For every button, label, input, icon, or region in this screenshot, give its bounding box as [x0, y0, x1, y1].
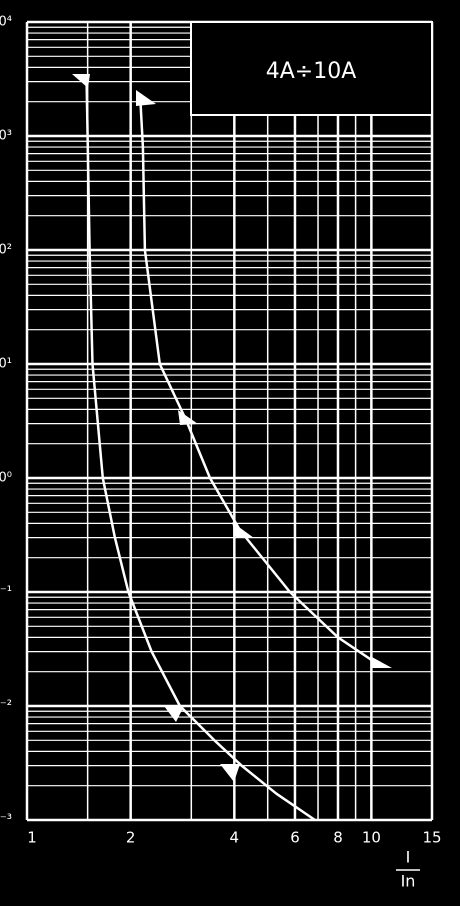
y-tick-label: 10⁻² [0, 699, 12, 714]
curve [85, 81, 316, 822]
x-tick-label: 15 [422, 829, 441, 847]
arrow [178, 410, 198, 425]
x-tick-label: 1 [27, 829, 37, 847]
y-tick-label: 10² [0, 243, 12, 258]
curve [138, 94, 380, 666]
arrow [370, 656, 392, 668]
curves [85, 81, 380, 822]
chart-title: 4A÷10A [266, 59, 357, 84]
x-tick-label: 8 [333, 829, 343, 847]
arrow [136, 90, 156, 106]
y-tick-label: 10⁻³ [0, 813, 12, 828]
title-box [190, 21, 433, 116]
x-label-bottom: In [401, 872, 416, 891]
x-tick-label: 2 [126, 829, 136, 847]
y-tick-label: 10⁰ [0, 471, 12, 486]
grid [25, 20, 434, 822]
y-tick-label: 10⁴ [0, 15, 12, 30]
y-tick-label: 10⁻¹ [0, 585, 12, 600]
arrow-markers [72, 74, 392, 782]
x-tick-label: 10 [362, 829, 381, 847]
arrow [232, 522, 254, 538]
y-tick-label: 10³ [0, 129, 12, 144]
arrow [220, 764, 240, 782]
y-tick-label: 10¹ [0, 357, 12, 372]
x-tick-label: 6 [290, 829, 300, 847]
arrow [72, 74, 90, 88]
x-label-top: I [406, 848, 411, 867]
x-tick-label: 4 [230, 829, 240, 847]
arrow [164, 706, 184, 722]
